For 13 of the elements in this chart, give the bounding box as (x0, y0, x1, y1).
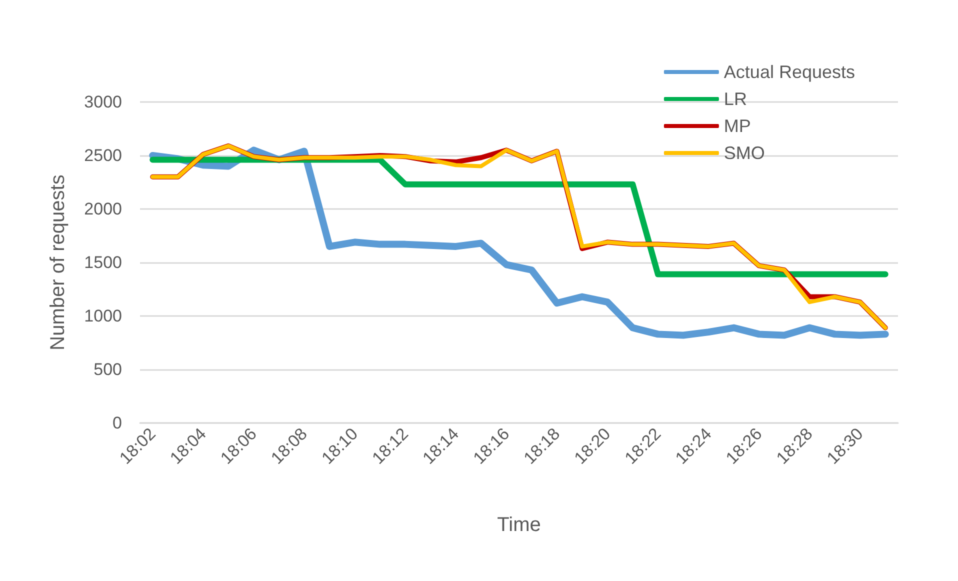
legend-label: LR (724, 89, 747, 109)
y-tick-label: 2500 (84, 146, 122, 165)
y-axis-title: Number of requests (47, 174, 69, 350)
y-tick-label: 500 (94, 360, 122, 379)
y-tick-label: 3000 (84, 92, 122, 112)
y-tick-label: 2000 (84, 200, 122, 218)
y-tick-label: 0 (112, 414, 122, 432)
x-axis-title: Time (497, 514, 541, 536)
legend-label: MP (724, 116, 751, 136)
legend-label: Actual Requests (724, 62, 856, 82)
y-tick-label: 1000 (84, 306, 122, 326)
legend-label: SMO (724, 143, 765, 163)
y-tick-label: 1500 (84, 253, 122, 272)
